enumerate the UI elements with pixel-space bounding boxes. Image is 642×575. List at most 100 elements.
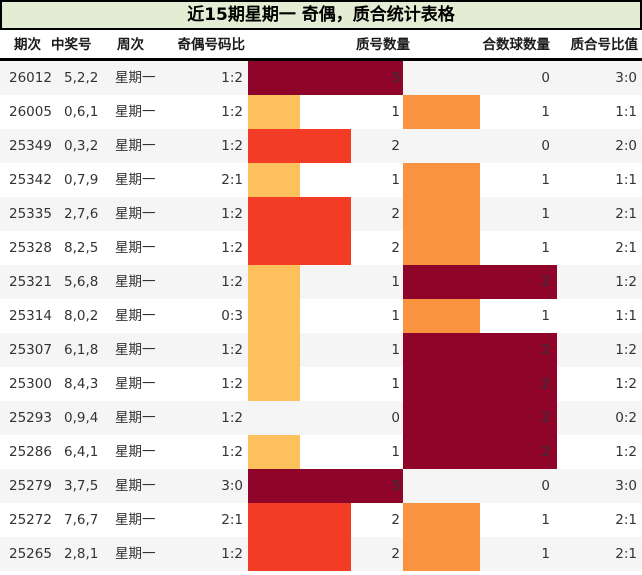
prime-composite-ratio-cell: 2:1 xyxy=(615,240,637,256)
col-header-prime-composite-ratio: 质合号比值 xyxy=(570,37,639,53)
table-row: 25314 8,0,2 星期一 0:3 1 1 1:1 xyxy=(0,299,642,333)
prime-composite-ratio-cell: 2:1 xyxy=(615,546,637,562)
composite-count-bar xyxy=(403,333,557,367)
table-row: 26012 5,2,2 星期一 1:2 3 0 3:0 xyxy=(0,61,642,95)
composite-count-value: 1 xyxy=(541,206,550,222)
weekday-cell: 星期一 xyxy=(115,172,156,188)
col-header-prime-count: 质号数量 xyxy=(356,37,410,53)
composite-count-value: 0 xyxy=(541,478,550,494)
odd-even-ratio-cell: 1:2 xyxy=(221,70,243,86)
composite-count-value: 1 xyxy=(541,512,550,528)
winning-numbers-cell: 5,2,2 xyxy=(64,70,99,86)
odd-even-ratio-cell: 1:2 xyxy=(221,138,243,154)
winning-numbers-cell: 3,7,5 xyxy=(64,478,99,494)
composite-count-bar xyxy=(403,231,480,265)
prime-composite-ratio-cell: 1:1 xyxy=(615,104,637,120)
table-row: 25349 0,3,2 星期一 1:2 2 0 2:0 xyxy=(0,129,642,163)
composite-count-bar xyxy=(403,537,480,571)
table-row: 25293 0,9,4 星期一 1:2 0 2 0:2 xyxy=(0,401,642,435)
odd-even-ratio-cell: 3:0 xyxy=(221,478,243,494)
prime-count-value: 0 xyxy=(391,410,400,426)
composite-count-bar xyxy=(403,401,557,435)
winning-numbers-cell: 8,2,5 xyxy=(64,240,99,256)
prime-count-bar xyxy=(248,469,403,503)
winning-numbers-cell: 0,7,9 xyxy=(64,172,99,188)
winning-numbers-cell: 2,8,1 xyxy=(64,546,99,562)
col-header-composite-count: 合数球数量 xyxy=(482,37,551,53)
weekday-cell: 星期一 xyxy=(115,138,156,154)
table-row: 25286 6,4,1 星期一 1:2 1 2 1:2 xyxy=(0,435,642,469)
prime-count-bar xyxy=(248,197,352,231)
prime-count-bar xyxy=(248,435,300,469)
period-cell: 25279 xyxy=(9,478,52,494)
winning-numbers-cell: 8,0,2 xyxy=(64,308,99,324)
prime-count-value: 1 xyxy=(391,342,400,358)
prime-count-value: 2 xyxy=(391,240,400,256)
winning-numbers-cell: 2,7,6 xyxy=(64,206,99,222)
table-row: 25307 6,1,8 星期一 1:2 1 2 1:2 xyxy=(0,333,642,367)
prime-composite-ratio-cell: 1:1 xyxy=(615,172,637,188)
odd-even-ratio-cell: 2:1 xyxy=(221,172,243,188)
composite-count-value: 1 xyxy=(541,546,550,562)
table-body: 26012 5,2,2 星期一 1:2 3 0 3:0 26005 0,6,1 … xyxy=(0,61,642,571)
prime-count-value: 1 xyxy=(391,172,400,188)
table-row: 25300 8,4,3 星期一 1:2 1 2 1:2 xyxy=(0,367,642,401)
period-cell: 25349 xyxy=(9,138,52,154)
weekday-cell: 星期一 xyxy=(115,342,156,358)
odd-even-ratio-cell: 1:2 xyxy=(221,410,243,426)
col-header-weekday: 周次 xyxy=(117,37,144,53)
composite-count-value: 2 xyxy=(541,410,550,426)
prime-composite-ratio-cell: 2:0 xyxy=(615,138,637,154)
composite-count-bar xyxy=(403,503,480,537)
prime-composite-ratio-cell: 1:1 xyxy=(615,308,637,324)
table-row: 25272 7,6,7 星期一 2:1 2 1 2:1 xyxy=(0,503,642,537)
composite-count-bar xyxy=(403,367,557,401)
period-cell: 25272 xyxy=(9,512,52,528)
period-cell: 25342 xyxy=(9,172,52,188)
prime-count-value: 1 xyxy=(391,308,400,324)
period-cell: 25321 xyxy=(9,274,52,290)
odd-even-ratio-cell: 1:2 xyxy=(221,274,243,290)
weekday-cell: 星期一 xyxy=(115,206,156,222)
weekday-cell: 星期一 xyxy=(115,308,156,324)
prime-count-bar xyxy=(248,333,300,367)
weekday-cell: 星期一 xyxy=(115,410,156,426)
prime-count-value: 2 xyxy=(391,546,400,562)
odd-even-ratio-cell: 1:2 xyxy=(221,104,243,120)
weekday-cell: 星期一 xyxy=(115,376,156,392)
prime-count-bar xyxy=(248,231,352,265)
composite-count-value: 1 xyxy=(541,172,550,188)
winning-numbers-cell: 6,4,1 xyxy=(64,444,99,460)
prime-composite-ratio-cell: 3:0 xyxy=(615,478,637,494)
prime-count-value: 1 xyxy=(391,444,400,460)
table-row: 26005 0,6,1 星期一 1:2 1 1 1:1 xyxy=(0,95,642,129)
prime-composite-ratio-cell: 1:2 xyxy=(615,444,637,460)
weekday-cell: 星期一 xyxy=(115,478,156,494)
winning-numbers-cell: 0,6,1 xyxy=(64,104,99,120)
prime-composite-ratio-cell: 0:2 xyxy=(615,410,637,426)
composite-count-bar xyxy=(403,435,557,469)
prime-composite-ratio-cell: 2:1 xyxy=(615,206,637,222)
composite-count-value: 2 xyxy=(541,274,550,290)
odd-even-ratio-cell: 1:2 xyxy=(221,240,243,256)
table-row: 25328 8,2,5 星期一 1:2 2 1 2:1 xyxy=(0,231,642,265)
winning-numbers-cell: 8,4,3 xyxy=(64,376,99,392)
composite-count-value: 0 xyxy=(541,70,550,86)
prime-composite-ratio-cell: 1:2 xyxy=(615,376,637,392)
prime-composite-ratio-cell: 1:2 xyxy=(615,342,637,358)
column-header-row: 期次 中奖号 周次 奇偶号码比 质号数量 合数球数量 质合号比值 xyxy=(0,30,642,61)
winning-numbers-cell: 6,1,8 xyxy=(64,342,99,358)
prime-count-value: 2 xyxy=(391,138,400,154)
odd-even-ratio-cell: 2:1 xyxy=(221,512,243,528)
odd-even-ratio-cell: 1:2 xyxy=(221,376,243,392)
prime-count-bar xyxy=(248,503,352,537)
prime-count-bar xyxy=(248,265,300,299)
period-cell: 25293 xyxy=(9,410,52,426)
weekday-cell: 星期一 xyxy=(115,512,156,528)
odd-even-ratio-cell: 1:2 xyxy=(221,206,243,222)
table-row: 25335 2,7,6 星期一 1:2 2 1 2:1 xyxy=(0,197,642,231)
composite-count-bar xyxy=(403,265,557,299)
period-cell: 26005 xyxy=(9,104,52,120)
prime-count-bar xyxy=(248,537,352,571)
